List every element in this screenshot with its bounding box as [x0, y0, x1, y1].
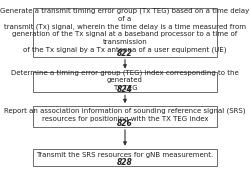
Text: Transmit the SRS resources for gNB measurement.: Transmit the SRS resources for gNB measu…: [36, 152, 214, 158]
FancyBboxPatch shape: [34, 8, 216, 57]
FancyBboxPatch shape: [34, 71, 216, 92]
Text: 824: 824: [117, 85, 133, 94]
Text: Generate a transmit timing error group (Tx TEG) based on a time delay of a
trans: Generate a transmit timing error group (…: [0, 8, 250, 53]
Text: Report an association information of sounding reference signal (SRS)
resources f: Report an association information of sou…: [4, 108, 246, 121]
FancyBboxPatch shape: [34, 106, 216, 127]
Text: 828: 828: [117, 158, 133, 167]
Text: 822: 822: [117, 49, 133, 58]
FancyBboxPatch shape: [34, 149, 216, 166]
Text: 826: 826: [117, 119, 133, 128]
Text: Determine a timing error group (TEG) index corresponding to the generated
Tx TEG: Determine a timing error group (TEG) ind…: [11, 69, 239, 91]
